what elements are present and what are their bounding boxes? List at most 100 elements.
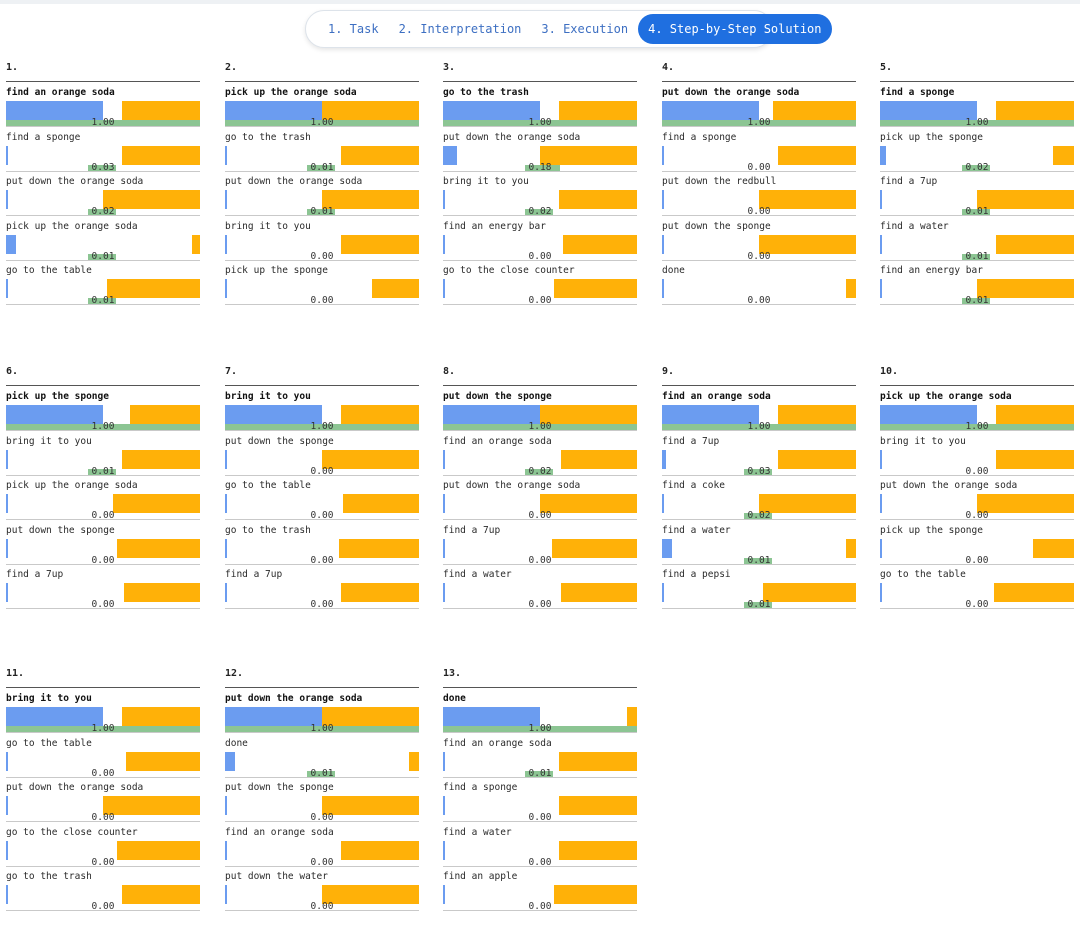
score-bar — [443, 885, 445, 904]
score-bar — [443, 145, 457, 165]
option-baseline — [662, 170, 856, 172]
combined-value: 0.02 — [91, 206, 115, 217]
candidate-option: put down the redbull 0.00 — [662, 171, 856, 217]
combined-value: 0.18 — [528, 161, 552, 173]
candidate-option: go to the close counter 0.00 — [6, 822, 200, 867]
score-bar — [6, 405, 103, 424]
probability-bar — [977, 190, 1074, 209]
step-panel: 1. find an orange soda 1.00 find a sponge 0.… — [6, 62, 200, 306]
option-baseline — [225, 519, 419, 520]
combined-value: 1.00 — [91, 723, 115, 734]
candidate-option: bring it to you 0.01 — [6, 431, 200, 476]
combined-value: 1.00 — [310, 421, 334, 432]
candidate-option: find a water 0.00 — [443, 564, 637, 610]
option-label: find a sponge — [443, 782, 518, 793]
probability-bar — [559, 190, 637, 209]
option-label: find a sponge — [6, 131, 81, 143]
option-baseline — [225, 865, 419, 867]
option-label: find a 7up — [443, 524, 501, 536]
combined-value: 0.00 — [91, 856, 115, 868]
score-bar — [6, 449, 8, 469]
score-bar — [443, 840, 445, 860]
candidate-option: bring it to you 0.02 — [443, 171, 637, 217]
option-label: done — [443, 693, 466, 704]
combined-value: 0.00 — [91, 767, 115, 779]
probability-bar — [559, 751, 637, 771]
probability-bar — [116, 538, 200, 558]
probability-bar — [559, 796, 637, 815]
score-bar — [443, 751, 445, 771]
score-bar — [6, 101, 103, 120]
probability-bar — [192, 234, 200, 254]
probability-bar — [322, 101, 419, 120]
tab-4[interactable]: 4. Step-by-Step Solution — [638, 14, 832, 44]
option-baseline — [6, 910, 200, 911]
score-bar — [880, 145, 886, 165]
option-label: find a water — [662, 524, 731, 536]
candidate-option: put down the sponge 0.00 — [225, 777, 419, 823]
probability-bar — [553, 279, 637, 298]
combined-value: 0.00 — [310, 295, 334, 306]
score-bar — [225, 796, 227, 815]
option-label: put down the sponge — [6, 524, 115, 536]
option-label: pick up the orange soda — [225, 87, 357, 98]
combined-value: 0.00 — [310, 554, 334, 566]
probability-bar — [762, 583, 856, 602]
probability-bar — [553, 885, 637, 904]
option-baseline — [662, 126, 856, 127]
option-baseline — [443, 304, 637, 305]
selected-option: put down the sponge 1.00 — [443, 386, 637, 432]
option-baseline — [6, 608, 200, 609]
candidate-option: find an orange soda 0.02 — [443, 431, 637, 476]
step-panel: 12. put down the orange soda 1.00 done 0.01 p… — [225, 668, 419, 912]
combined-bar — [880, 424, 1074, 430]
candidate-option: pick up the orange soda 0.01 — [6, 216, 200, 261]
combined-value: 0.00 — [965, 554, 989, 566]
probability-bar — [540, 145, 637, 165]
option-baseline — [225, 776, 419, 778]
score-bar — [6, 840, 8, 860]
probability-bar — [322, 190, 419, 209]
probability-bar — [772, 101, 856, 120]
combined-value: 0.00 — [310, 856, 334, 868]
option-label: put down the sponge — [662, 220, 771, 232]
score-bar — [6, 707, 103, 726]
combined-value: 0.01 — [965, 250, 989, 262]
probability-bar — [977, 279, 1074, 298]
option-label: find a water — [443, 569, 512, 580]
combined-value: 1.00 — [747, 117, 771, 128]
combined-value: 0.01 — [310, 161, 334, 173]
combined-bar — [88, 164, 116, 171]
option-baseline — [880, 304, 1074, 305]
option-baseline — [880, 126, 1074, 127]
combined-bar — [744, 557, 772, 564]
option-baseline — [6, 519, 200, 520]
score-bar — [662, 234, 664, 254]
option-baseline — [225, 126, 419, 127]
score-bar — [443, 583, 445, 602]
probability-bar — [322, 449, 419, 469]
tab-3[interactable]: 3. Execution — [541, 22, 629, 36]
probability-bar — [106, 279, 200, 298]
probability-bar — [1033, 538, 1074, 558]
tab-2[interactable]: 2. Interpretation — [398, 22, 522, 36]
probability-bar — [1052, 145, 1074, 165]
probability-bar — [778, 449, 856, 469]
option-label: put down the sponge — [225, 435, 334, 447]
tab-1[interactable]: 1. Task — [328, 22, 379, 36]
option-label: find an orange soda — [443, 737, 552, 749]
probability-bar — [103, 190, 200, 209]
combined-bar — [88, 209, 116, 215]
combined-value: 0.00 — [310, 599, 334, 610]
candidate-option: find a pepsi 0.01 — [662, 564, 856, 610]
score-bar — [225, 494, 227, 513]
probability-bar — [778, 145, 856, 165]
candidate-option: pick up the sponge 0.00 — [225, 260, 419, 306]
score-bar — [443, 190, 445, 209]
option-label: find a 7up — [225, 569, 283, 580]
candidate-option: go to the close counter 0.00 — [443, 260, 637, 306]
selected-option: bring it to you 1.00 — [6, 688, 200, 734]
option-label: go to the close counter — [6, 826, 138, 838]
option-label: pick up the orange soda — [880, 391, 1012, 402]
option-baseline — [225, 259, 419, 261]
